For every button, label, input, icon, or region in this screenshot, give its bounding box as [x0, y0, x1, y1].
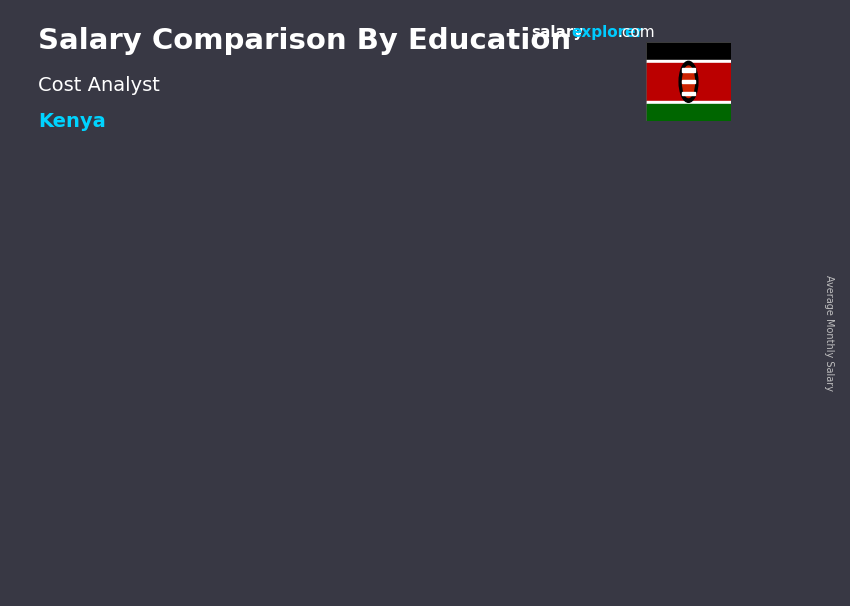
Text: Cost Analyst: Cost Analyst — [38, 76, 160, 95]
Bar — [291, 382, 362, 509]
Bar — [102, 290, 173, 401]
Bar — [646, 63, 731, 101]
Bar — [682, 80, 695, 84]
Bar — [646, 104, 731, 121]
Bar — [479, 338, 551, 509]
Text: 141,000 KES: 141,000 KES — [282, 363, 371, 377]
Text: +15%: +15% — [187, 334, 258, 354]
Text: Kenya: Kenya — [38, 112, 106, 131]
Bar — [682, 92, 695, 95]
Bar — [646, 42, 731, 60]
Text: 123,000 KES: 123,000 KES — [94, 379, 182, 393]
Bar — [668, 85, 740, 299]
Bar — [546, 338, 552, 509]
Text: 238,000 KES: 238,000 KES — [660, 276, 748, 290]
Text: Salary Comparison By Education: Salary Comparison By Education — [38, 27, 571, 55]
Bar — [479, 171, 551, 341]
Text: +35%: +35% — [376, 290, 447, 310]
Bar — [668, 295, 740, 509]
Text: 190,000 KES: 190,000 KES — [471, 319, 559, 333]
Text: .com: .com — [617, 25, 654, 41]
Text: salary: salary — [531, 25, 584, 41]
Bar — [291, 382, 299, 509]
Ellipse shape — [683, 66, 694, 98]
Bar — [668, 295, 677, 509]
Text: Average Monthly Salary: Average Monthly Salary — [824, 275, 834, 391]
Bar — [357, 382, 364, 509]
Text: explorer: explorer — [571, 25, 643, 41]
Text: +26%: +26% — [564, 247, 636, 267]
Bar — [646, 101, 731, 104]
Bar — [479, 338, 488, 509]
Bar — [102, 399, 173, 509]
Bar — [291, 258, 362, 385]
Bar — [682, 68, 695, 72]
Bar — [102, 399, 110, 509]
Ellipse shape — [679, 61, 698, 102]
Bar — [734, 295, 741, 509]
Bar — [168, 399, 175, 509]
Bar — [646, 60, 731, 63]
